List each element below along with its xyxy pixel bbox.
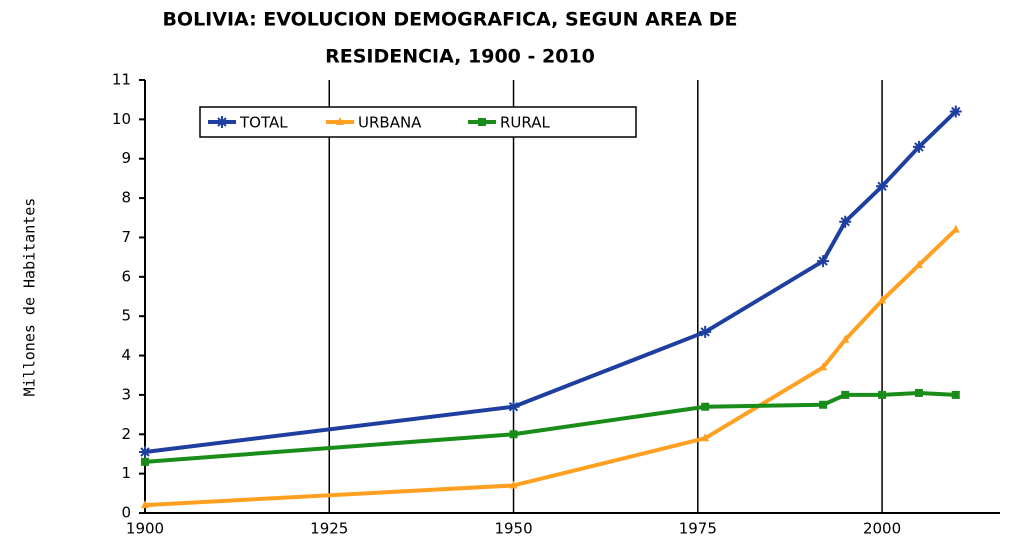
point [914, 388, 923, 397]
y-tick-label: 6 [121, 267, 131, 285]
point [817, 255, 830, 268]
y-tick-label: 2 [121, 425, 131, 443]
point [509, 430, 518, 439]
series-line [144, 390, 956, 464]
y-tick-label: 5 [121, 307, 131, 325]
y-tick-label: 7 [121, 228, 131, 246]
x-tick-label: 1925 [310, 520, 348, 538]
legend-label: URBANA [358, 114, 422, 132]
x-tick-label: 1900 [126, 520, 164, 538]
point [507, 400, 520, 413]
point [951, 390, 960, 399]
point [949, 105, 962, 118]
y-axis-label: Millones de Habitantes [21, 198, 39, 397]
point [699, 325, 712, 338]
legend-label: RURAL [500, 114, 550, 132]
point [141, 457, 149, 466]
point [216, 116, 228, 128]
x-tick-label: 1950 [494, 520, 532, 538]
y-tick-label: 4 [121, 346, 131, 364]
point [841, 390, 850, 399]
chart-title: BOLIVIA: EVOLUCION DEMOGRAFICA, SEGUN AR… [162, 9, 737, 31]
point [841, 334, 850, 343]
point [336, 117, 344, 125]
point [139, 445, 151, 458]
point [701, 402, 710, 411]
point [819, 400, 828, 409]
y-tick-label: 3 [121, 385, 131, 403]
y-tick-label: 11 [112, 71, 131, 89]
y-tick-label: 10 [112, 110, 131, 128]
y-tick-label: 8 [121, 189, 131, 207]
legend-box [199, 106, 637, 138]
point [509, 480, 518, 489]
point [878, 390, 887, 399]
point [141, 500, 149, 509]
chart-title: RESIDENCIA, 1900 - 2010 [325, 46, 595, 68]
series-line [144, 228, 958, 508]
point [914, 260, 923, 269]
y-tick-label: 9 [121, 149, 131, 167]
y-tick-label: 1 [121, 464, 131, 482]
point [701, 433, 710, 442]
point [951, 224, 960, 233]
series-line [144, 110, 958, 454]
point [839, 215, 852, 228]
point [819, 362, 828, 371]
legend-label: TOTAL [239, 114, 288, 132]
point [878, 295, 887, 304]
point [912, 140, 925, 153]
x-tick-label: 1975 [679, 520, 717, 538]
x-tick-label: 2000 [863, 520, 901, 538]
y-tick-label: 0 [121, 504, 131, 522]
point [478, 118, 486, 126]
point [876, 180, 889, 193]
